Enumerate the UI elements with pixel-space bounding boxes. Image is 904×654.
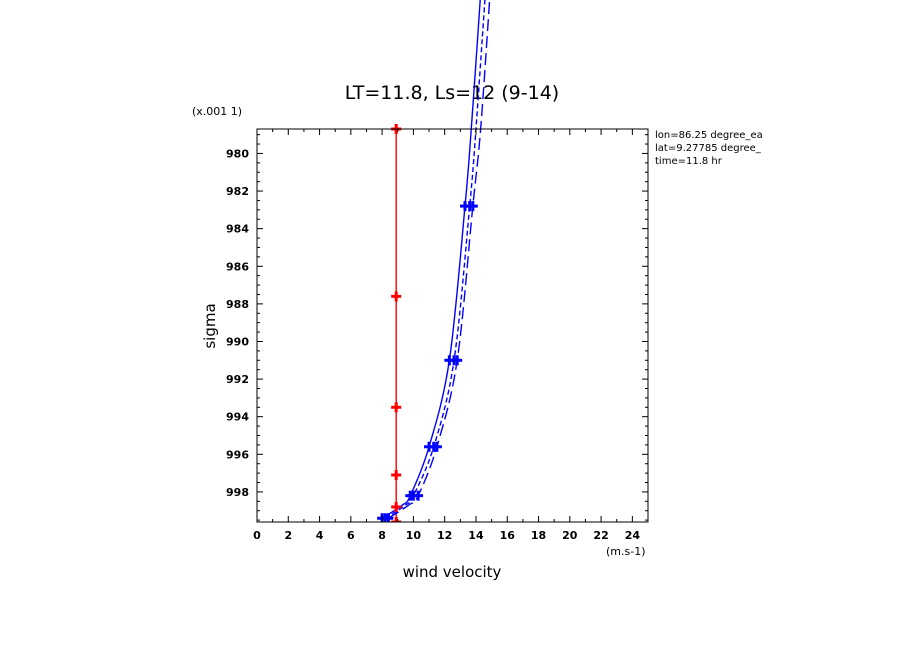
x-tick-label: 2 — [284, 529, 292, 542]
x-tick-label: 20 — [562, 529, 578, 542]
series-3-marker — [467, 201, 478, 212]
x-units-label: (m.s-1) — [606, 545, 646, 558]
info-box: lon=86.25 degree_ea lat=9.27785 degree_ … — [655, 130, 763, 167]
x-tick-label: 18 — [531, 529, 546, 542]
x-tick-label: 4 — [316, 529, 324, 542]
series-0-marker — [391, 291, 402, 302]
y-tick-label: 984 — [226, 223, 249, 236]
series-layer — [377, 0, 491, 522]
plot-frame — [256, 128, 649, 523]
x-tick-label: 6 — [347, 529, 355, 542]
series-3-marker — [431, 441, 442, 452]
y-tick-label: 990 — [226, 335, 249, 348]
series-3-marker — [452, 355, 463, 366]
series-3-marker — [413, 490, 424, 501]
y-tick-label: 982 — [226, 185, 249, 198]
y-axis-label: sigma — [201, 303, 219, 348]
y-tick-label: 994 — [226, 411, 249, 424]
info-line-lat: lat=9.27785 degree_ — [655, 143, 762, 154]
x-axis: 0 2 4 6 8 10 12 14 16 18 20 22 24 — [253, 129, 649, 542]
y-tick-label: 988 — [226, 298, 249, 311]
x-tick-label: 24 — [625, 529, 641, 542]
x-tick-label: 16 — [500, 529, 516, 542]
info-line-time: time=11.8 hr — [655, 156, 723, 167]
x-tick-label: 22 — [593, 529, 608, 542]
x-tick-label: 8 — [378, 529, 386, 542]
series-line-2 — [384, 0, 486, 519]
x-tick-label: 0 — [253, 529, 261, 542]
chart-title: LT=11.8, Ls=12 (9-14) — [345, 82, 559, 104]
y-tick-label: 992 — [226, 373, 249, 386]
y-axis: 980 982 984 986 988 990 992 994 996 998 — [226, 134, 648, 521]
y-tick-label: 996 — [226, 448, 249, 461]
x-tick-label: 12 — [437, 529, 452, 542]
series-line-1 — [381, 0, 481, 519]
x-axis-label: wind velocity — [403, 563, 502, 581]
series-0-marker — [391, 402, 402, 413]
y-tick-label: 986 — [226, 260, 249, 273]
y-tick-label: 980 — [226, 147, 249, 160]
series-0-marker — [391, 469, 402, 480]
info-line-lon: lon=86.25 degree_ea — [655, 130, 763, 141]
y-tick-label: 998 — [226, 486, 249, 499]
series-0-marker — [391, 517, 402, 522]
x-tick-label: 14 — [468, 529, 484, 542]
y-scale-note: (x.001 1) — [192, 105, 242, 118]
x-tick-label: 10 — [406, 529, 422, 542]
series-0-marker — [391, 501, 402, 512]
